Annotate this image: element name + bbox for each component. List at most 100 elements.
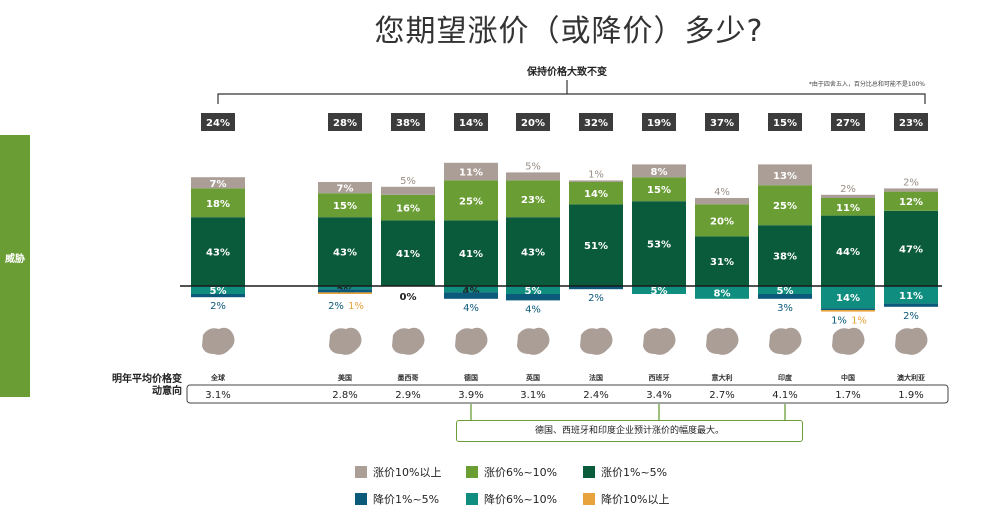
legend-label: 降价1%~5% (373, 493, 440, 506)
data-label: 12% (899, 197, 923, 208)
chart-title: 您期望涨价（或降价）多少? (374, 14, 764, 49)
category-label: 德国 (464, 373, 478, 382)
bar-segment-up10 (884, 188, 938, 192)
legend-down10: 降价10%以上 (583, 493, 669, 507)
data-label: 14% (584, 189, 608, 200)
data-label: 2% (903, 311, 919, 322)
no-change-badge (391, 113, 425, 131)
bar-segment-up6-10 (191, 188, 245, 218)
data-label: 53% (647, 240, 671, 251)
data-label: 43% (521, 248, 545, 259)
bar-segment-up6-10 (506, 180, 560, 218)
no-change-badge (642, 113, 676, 131)
data-label: 8% (651, 167, 668, 178)
bar-segment-down1-5 (884, 303, 938, 307)
bar-segment-up1-5 (506, 217, 560, 286)
bar-segment-up6-10 (569, 182, 623, 205)
data-label: 23% (521, 195, 545, 206)
data-label: 4% (714, 187, 730, 198)
bar-segment-down1-5 (758, 294, 812, 299)
category-label: 美国 (338, 373, 352, 382)
data-label: 25% (773, 201, 797, 212)
bar-segment-down6-10 (884, 286, 938, 304)
category-label: 中国 (841, 373, 855, 382)
no-change-badge (768, 113, 802, 131)
bar-segment-up6-10 (444, 180, 498, 221)
no-change-badge (831, 113, 865, 131)
data-label: 51% (584, 241, 608, 252)
legend-label: 涨价6%~10% (484, 466, 558, 479)
data-label: 8% (714, 288, 731, 299)
bar-segment-up1-5 (632, 201, 686, 286)
data-label: 43% (333, 248, 357, 259)
bar-segment-down1-5 (569, 286, 623, 290)
mexico-map-icon (392, 327, 425, 355)
data-label: 5% (400, 176, 416, 187)
data-label: 41% (459, 249, 483, 260)
data-label: 5% (651, 286, 668, 297)
bar-segment-up10 (506, 172, 560, 181)
category-label: 澳大利亚 (897, 373, 925, 382)
no-change-value: 27% (836, 118, 860, 129)
bar-segment-up6-10 (632, 177, 686, 202)
no-change-badge (201, 113, 235, 131)
legend-swatch (466, 493, 478, 505)
data-label: 1% (831, 316, 847, 327)
avg-change-value: 1.7% (835, 390, 860, 401)
bracket-label: 保持价格大致不变 (526, 65, 607, 78)
australia-map-icon (895, 327, 928, 355)
no-change-badge (705, 113, 739, 131)
data-label: 38% (773, 252, 797, 263)
avg-change-value: 2.7% (709, 390, 734, 401)
bar-segment-up10 (569, 180, 623, 182)
no-change-value: 28% (333, 118, 357, 129)
data-label: 5% (525, 286, 542, 297)
data-label: 20% (710, 216, 734, 227)
side-tab-label: 威胁 (5, 254, 25, 265)
data-label: 15% (647, 185, 671, 196)
category-label: 法国 (589, 373, 603, 382)
bar-segment-down6-10 (758, 286, 812, 294)
france-map-icon (580, 327, 613, 355)
side-tab: 威胁 (0, 135, 30, 397)
bar-segment-up1-5 (695, 236, 749, 286)
no-change-badge (894, 113, 928, 131)
bar-segment-down10 (318, 292, 372, 294)
bar-segment-up1-5 (758, 225, 812, 286)
data-label: 5% (210, 286, 227, 297)
avg-change-value: 2.9% (395, 390, 420, 401)
no-change-value: 24% (206, 118, 230, 129)
data-label: 2% (328, 301, 344, 312)
avg-change-value: 3.1% (520, 390, 545, 401)
bar-segment-up10 (444, 162, 498, 181)
data-label: 43% (206, 248, 230, 259)
bar-segment-down6-10 (821, 286, 875, 309)
data-label: 3% (777, 303, 793, 314)
legend-up6-10: 涨价6%~10% (466, 466, 557, 480)
data-label: 18% (206, 199, 230, 210)
no-change-value: 38% (396, 118, 420, 129)
data-label: 11% (836, 203, 860, 214)
avg-change-value: 2.8% (332, 390, 357, 401)
bar-segment-down6-10 (506, 286, 560, 294)
legend-up1-5: 涨价1%~5% (583, 466, 667, 480)
data-label: 11% (899, 291, 923, 302)
bar-segment-up1-5 (191, 217, 245, 286)
bar-segment-up10 (191, 177, 245, 189)
bar-segment-down10 (821, 310, 875, 312)
data-label: 5% (525, 161, 541, 172)
legend-up10: 涨价10%以上 (355, 466, 441, 480)
data-label: 7% (337, 184, 354, 195)
category-label: 全球 (210, 373, 226, 382)
category-label: 英国 (525, 373, 540, 382)
data-label: 4% (525, 304, 541, 315)
bar-segment-down1-5 (821, 308, 875, 310)
data-label: 41% (396, 249, 420, 260)
bar-segment-down1-5 (318, 289, 372, 293)
data-label: 14% (836, 293, 860, 304)
category-label: 墨西哥 (398, 373, 419, 382)
legend-label: 降价6%~10% (484, 493, 558, 506)
bar-segment-down1-5 (506, 294, 560, 301)
data-label: 0% (400, 292, 417, 303)
